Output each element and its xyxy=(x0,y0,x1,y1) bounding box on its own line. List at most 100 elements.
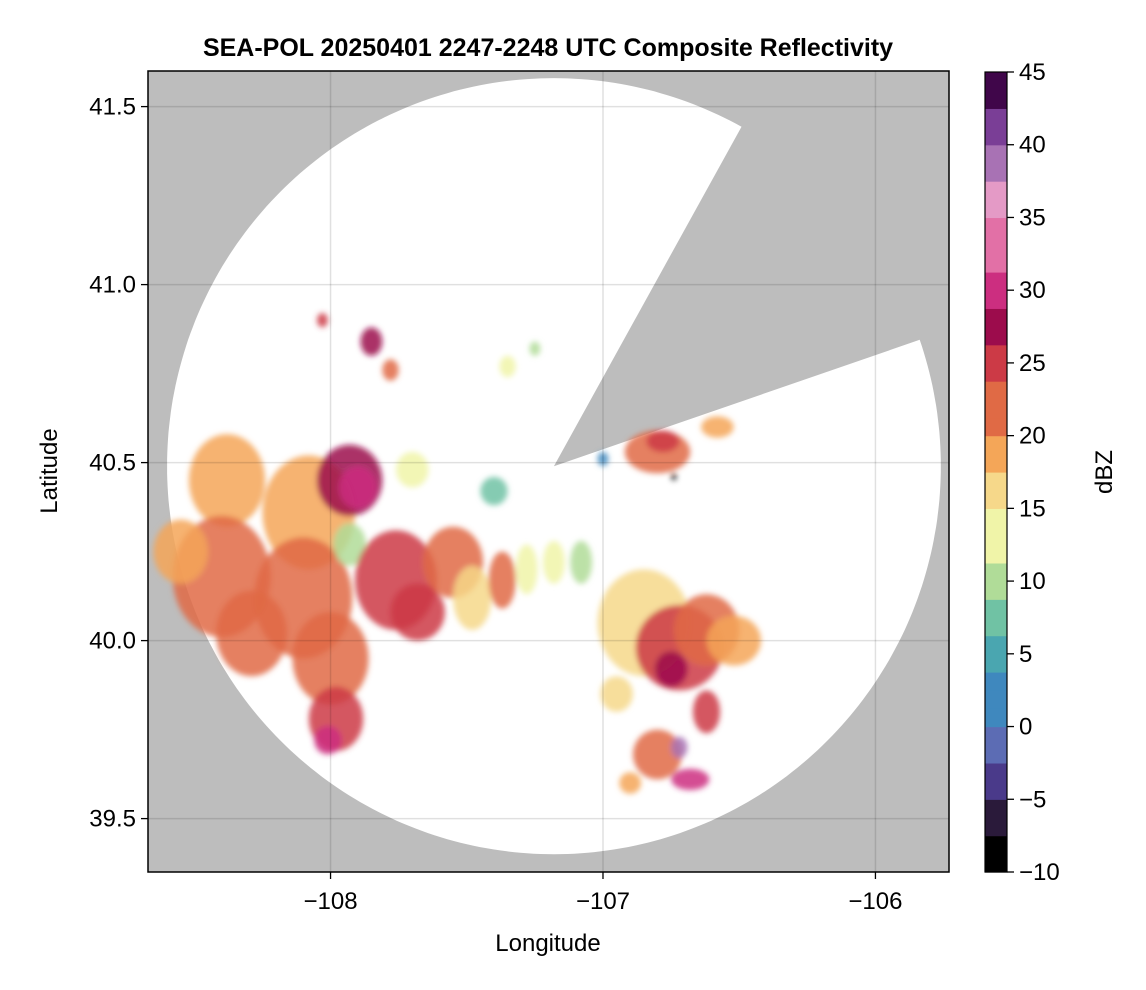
colorbar-swatch-32 xyxy=(985,272,1007,291)
echo-cell-31 xyxy=(671,473,677,481)
colorbar-tick-label-0: −10 xyxy=(1019,859,1060,886)
echo-cell-11 xyxy=(333,523,366,566)
colorbar-swatch-23 xyxy=(985,435,1007,455)
echo-cell-40 xyxy=(671,768,710,791)
colorbar-swatch-10 xyxy=(985,672,1007,691)
colorbar-swatch-41 xyxy=(985,108,1007,128)
chart-title: SEA-POL 20250401 2247-2248 UTC Composite… xyxy=(203,34,893,62)
y-axis-ticks: 39.5 40.0 40.5 41.0 41.5 xyxy=(89,94,148,833)
x-axis-label: Longitude xyxy=(495,930,600,957)
colorbar-swatch-29 xyxy=(985,326,1007,346)
colorbar-tick-label-10: 40 xyxy=(1019,132,1046,159)
colorbar-swatch-38 xyxy=(985,162,1007,182)
colorbar-swatch-6 xyxy=(985,744,1007,764)
colorbar-swatch-36 xyxy=(985,199,1007,219)
echo-cell-35 xyxy=(706,615,761,666)
echo-cell-0 xyxy=(188,434,266,527)
colorbar-swatch-30 xyxy=(985,308,1007,328)
echo-cell-28 xyxy=(646,430,680,452)
colorbar-swatch-11 xyxy=(985,653,1007,673)
colorbar-swatch-33 xyxy=(985,253,1007,273)
colorbar-swatch-19 xyxy=(985,508,1007,528)
colorbar-swatch-35 xyxy=(985,217,1007,237)
grid-lines xyxy=(148,71,949,872)
echo-cell-16 xyxy=(488,551,516,609)
colorbar-swatch-20 xyxy=(985,490,1007,509)
echo-cell-24 xyxy=(317,313,328,328)
colorbar-tick-label-2: 0 xyxy=(1019,714,1032,741)
x-axis-ticks: −108 −107 −106 xyxy=(304,872,902,915)
echo-cell-21 xyxy=(396,451,429,488)
echo-cell-18 xyxy=(543,540,565,584)
plot-area: −108 −107 −106 39.5 40.0 40.5 41.0 41.5 xyxy=(89,70,950,915)
colorbar-swatch-3 xyxy=(985,799,1007,819)
colorbar-swatch-15 xyxy=(985,581,1007,600)
y-tick-label-2: 40.5 xyxy=(89,450,136,477)
colorbar-tick-label-5: 15 xyxy=(1019,495,1046,522)
colorbar-swatch-43 xyxy=(985,72,1007,91)
colorbar-swatch-2 xyxy=(985,817,1007,837)
echo-cell-38 xyxy=(633,729,682,780)
colorbar-tick-label-3: 5 xyxy=(1019,641,1032,668)
colorbar-swatch-16 xyxy=(985,562,1007,582)
colorbar-swatches xyxy=(985,72,1007,873)
colorbar-swatch-4 xyxy=(985,781,1007,800)
colorbar-swatch-9 xyxy=(985,690,1007,709)
colorbar-swatch-22 xyxy=(985,453,1007,473)
colorbar-swatch-24 xyxy=(985,417,1007,437)
echo-cell-42 xyxy=(600,676,633,712)
colorbar-tick-label-11: 45 xyxy=(1019,59,1046,86)
colorbar-swatch-0 xyxy=(985,853,1007,873)
echo-cell-19 xyxy=(570,540,593,584)
echo-cell-10 xyxy=(314,726,342,755)
colorbar-tick-label-7: 25 xyxy=(1019,350,1046,377)
x-tick-label-0: −108 xyxy=(304,888,358,915)
y-tick-label-3: 41.0 xyxy=(89,272,136,299)
colorbar-swatch-21 xyxy=(985,472,1007,491)
colorbar-ticks: −10 −5 0 5 10 15 20 25 30 35 40 45 xyxy=(1007,59,1060,886)
echo-cell-39 xyxy=(671,736,688,759)
colorbar-swatch-40 xyxy=(985,126,1007,146)
colorbar-swatch-12 xyxy=(985,635,1007,655)
echo-cell-37 xyxy=(692,690,721,734)
echo-cell-23 xyxy=(382,359,399,381)
echo-cell-3 xyxy=(153,519,208,584)
x-tick-label-1: −107 xyxy=(576,888,630,915)
colorbar-tick-label-1: −5 xyxy=(1019,786,1046,813)
y-tick-label-0: 39.5 xyxy=(89,806,136,833)
echo-cell-15 xyxy=(453,565,492,630)
y-axis-label: Latitude xyxy=(36,428,63,513)
y-tick-label-4: 41.5 xyxy=(89,94,136,121)
echo-cell-25 xyxy=(529,341,541,356)
echo-cell-41 xyxy=(619,772,642,794)
colorbar-swatch-7 xyxy=(985,726,1007,746)
echo-cell-17 xyxy=(515,544,538,595)
plot-frame xyxy=(147,70,950,873)
echo-cell-6 xyxy=(338,466,377,509)
colorbar-tick-label-4: 10 xyxy=(1019,568,1046,595)
echo-cell-29 xyxy=(701,416,734,438)
colorbar-tick-label-9: 35 xyxy=(1019,204,1046,231)
echo-cell-20 xyxy=(480,476,508,506)
colorbar-frame xyxy=(984,71,1008,873)
colorbar-swatch-26 xyxy=(985,381,1007,400)
colorbar-swatch-31 xyxy=(985,290,1007,309)
colorbar-swatch-25 xyxy=(985,399,1007,419)
colorbar: −10 −5 0 5 10 15 20 25 30 35 40 45 dBZ xyxy=(984,59,1118,886)
x-tick-label-2: −106 xyxy=(848,888,902,915)
colorbar-swatch-8 xyxy=(985,708,1007,728)
colorbar-swatch-27 xyxy=(985,362,1007,382)
colorbar-swatch-37 xyxy=(985,181,1007,200)
colorbar-swatch-1 xyxy=(985,835,1007,855)
echo-cell-30 xyxy=(597,451,609,467)
colorbar-swatch-14 xyxy=(985,599,1007,619)
reflectivity-echoes xyxy=(153,313,761,794)
colorbar-swatch-17 xyxy=(985,544,1007,564)
colorbar-swatch-5 xyxy=(985,762,1007,782)
echo-cell-26 xyxy=(499,355,516,378)
colorbar-swatch-42 xyxy=(985,90,1007,109)
y-tick-label-1: 40.0 xyxy=(89,628,136,655)
colorbar-swatch-28 xyxy=(985,344,1007,364)
colorbar-swatch-34 xyxy=(985,235,1007,255)
colorbar-swatch-39 xyxy=(985,144,1007,164)
